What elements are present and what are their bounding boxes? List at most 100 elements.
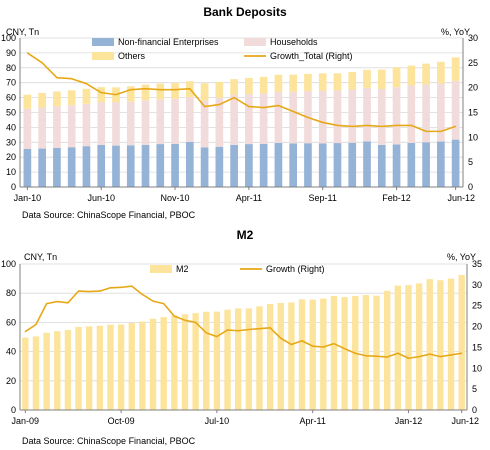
bar-non-financial-enterprises <box>53 147 61 187</box>
growth-point <box>85 83 88 85</box>
growth-point <box>344 348 346 350</box>
growth-line <box>24 285 463 360</box>
bar-households <box>200 100 209 148</box>
bar-m2 <box>139 321 146 410</box>
legend-swatch <box>150 265 172 273</box>
bar-others <box>245 77 253 95</box>
bars <box>22 274 465 410</box>
left-tick-label: 40 <box>6 347 16 357</box>
bar-households <box>23 108 32 149</box>
growth-point <box>336 124 339 127</box>
bank-deposits-chart: Bank Deposits CNY, Tn %, YoY 01020304050… <box>1 5 478 220</box>
x-tick-label: Feb-12 <box>382 193 411 203</box>
right-tick-label: 10 <box>468 132 478 142</box>
bar-others <box>422 63 430 85</box>
right-axis-unit: %, YoY <box>447 252 476 262</box>
bar-m2 <box>288 302 295 410</box>
growth-point <box>159 89 161 91</box>
x-tick-label: Jan-12 <box>395 416 423 426</box>
bar-others <box>304 73 312 92</box>
bar-others <box>363 69 371 88</box>
chart-title: M2 <box>237 228 254 242</box>
bar-non-financial-enterprises <box>451 139 460 187</box>
growth-point <box>195 321 197 323</box>
growth-point <box>354 352 356 354</box>
bar-m2 <box>171 315 178 410</box>
chart-title: Bank Deposits <box>203 5 287 19</box>
bar-non-financial-enterprises <box>67 147 76 187</box>
bar-m2 <box>383 290 391 410</box>
growth-point <box>290 343 292 346</box>
bar-households <box>245 94 253 145</box>
bar-non-financial-enterprises <box>200 147 209 187</box>
growth-point <box>41 62 43 64</box>
bar-others <box>289 74 298 92</box>
growth-point <box>100 92 102 94</box>
growth-point <box>120 286 122 288</box>
right-tick-label: 30 <box>472 280 482 290</box>
growth-point <box>56 77 58 79</box>
left-tick-label: 60 <box>6 317 16 327</box>
x-tick-label: Jun-12 <box>451 416 479 426</box>
growth-point <box>218 103 220 106</box>
data-source: Data Source: ChinaScope Financial, PBOC <box>22 436 196 446</box>
bar-m2 <box>181 314 189 410</box>
bar-non-financial-enterprises <box>112 145 120 187</box>
bar-m2 <box>394 285 402 410</box>
left-tick-label: 100 <box>1 259 16 269</box>
legend-label: Growth (Right) <box>266 264 325 274</box>
bar-non-financial-enterprises <box>289 143 298 187</box>
bar-households <box>348 89 357 143</box>
right-axis-unit: %, YoY <box>441 27 470 37</box>
left-tick-label: 30 <box>6 137 16 147</box>
bar-households <box>185 97 194 142</box>
left-tick-label: 20 <box>6 376 16 386</box>
growth-point <box>366 124 368 127</box>
bar-non-financial-enterprises <box>259 143 268 187</box>
left-tick-label: 80 <box>6 288 16 298</box>
right-tick-label: 0 <box>472 405 477 415</box>
bar-non-financial-enterprises <box>422 142 430 187</box>
right-tick-label: 10 <box>472 363 482 373</box>
legend-label: Non-financial Enterprises <box>118 37 219 47</box>
bar-m2 <box>330 295 338 410</box>
bar-non-financial-enterprises <box>274 142 283 187</box>
growth-point <box>174 89 176 91</box>
bar-others <box>38 92 46 108</box>
bar-m2 <box>54 331 61 410</box>
growth-point <box>205 332 207 334</box>
bar-households <box>126 101 135 146</box>
growth-point <box>141 293 143 296</box>
bar-m2 <box>309 299 316 410</box>
growth-point <box>263 106 265 109</box>
growth-point <box>203 105 206 108</box>
x-tick-label: Jul-10 <box>205 416 230 426</box>
axes: 0 20 40 60 80 100 0 5 10 15 20 25 30 35 Jan-09 Oct-09 Ju… <box>1 259 482 426</box>
bar-households <box>171 98 179 144</box>
bar-others <box>126 86 135 102</box>
bar-m2 <box>43 332 50 410</box>
left-tick-label: 100 <box>1 33 16 43</box>
growth-point <box>269 327 271 329</box>
bar-m2 <box>234 308 242 410</box>
bar-non-financial-enterprises <box>333 143 342 187</box>
bar-m2 <box>192 313 199 410</box>
growth-point <box>395 124 398 127</box>
bar-non-financial-enterprises <box>377 144 386 187</box>
growth-point <box>258 328 261 330</box>
bar-non-financial-enterprises <box>156 144 165 187</box>
growth-point <box>280 337 282 339</box>
growth-point <box>67 302 69 304</box>
growth-point <box>56 300 58 303</box>
growth-point <box>248 328 250 331</box>
bar-others <box>259 76 268 94</box>
growth-point <box>130 89 132 91</box>
bar-others <box>318 73 327 91</box>
legend-swatch <box>92 38 114 46</box>
bar-non-financial-enterprises <box>437 141 445 187</box>
bar-others <box>437 61 445 84</box>
bar-households <box>156 99 165 145</box>
bar-others <box>407 65 416 86</box>
